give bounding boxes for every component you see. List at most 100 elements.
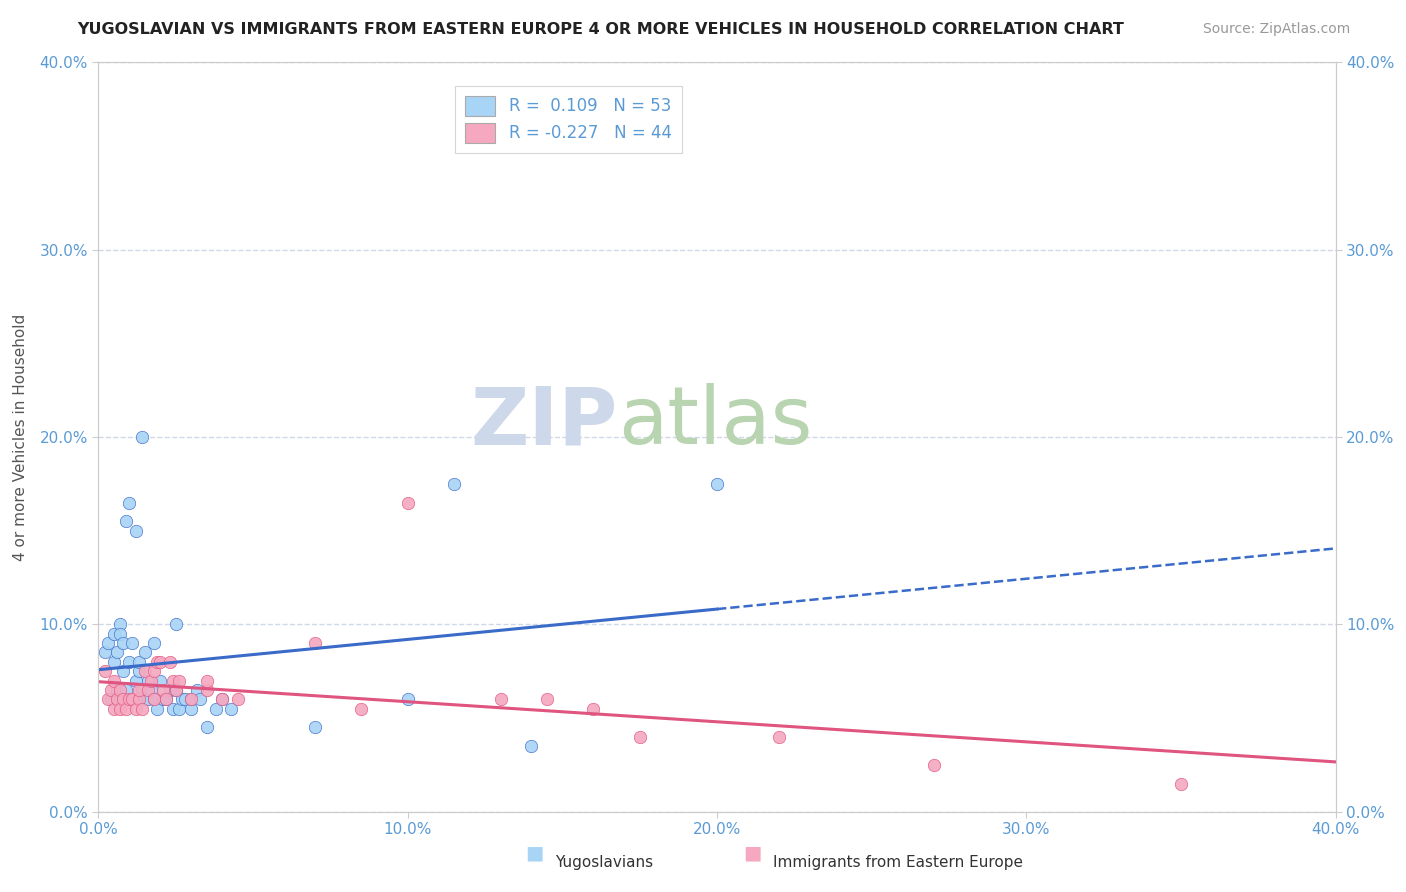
Point bbox=[304, 636, 326, 650]
Point bbox=[146, 701, 169, 715]
Point bbox=[180, 701, 202, 715]
Point bbox=[115, 701, 138, 715]
Point bbox=[97, 636, 120, 650]
Point bbox=[162, 701, 184, 715]
Point bbox=[165, 683, 187, 698]
Point bbox=[143, 636, 166, 650]
Point bbox=[121, 636, 143, 650]
Point bbox=[489, 692, 512, 706]
Point bbox=[124, 673, 146, 688]
Point bbox=[103, 655, 125, 669]
Point bbox=[139, 683, 162, 698]
Point bbox=[105, 646, 128, 660]
Point bbox=[134, 692, 156, 706]
Point bbox=[97, 692, 120, 706]
Point bbox=[162, 673, 184, 688]
Point bbox=[128, 655, 150, 669]
Text: YUGOSLAVIAN VS IMMIGRANTS FROM EASTERN EUROPE 4 OR MORE VEHICLES IN HOUSEHOLD CO: YUGOSLAVIAN VS IMMIGRANTS FROM EASTERN E… bbox=[77, 22, 1125, 37]
Point bbox=[195, 683, 218, 698]
Point bbox=[103, 701, 125, 715]
Text: ZIP: ZIP bbox=[471, 383, 619, 461]
Point bbox=[112, 664, 135, 679]
Point bbox=[100, 692, 122, 706]
Point bbox=[211, 692, 233, 706]
Point bbox=[167, 701, 190, 715]
Point bbox=[128, 683, 150, 698]
Point bbox=[103, 626, 125, 640]
Point bbox=[396, 496, 419, 510]
Point bbox=[115, 683, 138, 698]
Point bbox=[174, 692, 197, 706]
Point bbox=[124, 701, 146, 715]
Point bbox=[118, 655, 141, 669]
Point bbox=[105, 692, 128, 706]
Point bbox=[128, 692, 150, 706]
Point bbox=[520, 739, 543, 753]
Text: atlas: atlas bbox=[619, 383, 813, 461]
Point bbox=[108, 683, 131, 698]
Point bbox=[105, 683, 128, 698]
Point bbox=[124, 524, 146, 538]
Point bbox=[118, 496, 141, 510]
Point bbox=[165, 683, 187, 698]
Point bbox=[195, 673, 218, 688]
Point bbox=[136, 673, 159, 688]
Legend: R =  0.109   N = 53, R = -0.227   N = 44: R = 0.109 N = 53, R = -0.227 N = 44 bbox=[456, 86, 682, 153]
Point bbox=[136, 692, 159, 706]
Point bbox=[205, 701, 228, 715]
Point bbox=[152, 692, 174, 706]
Point bbox=[443, 476, 465, 491]
Point bbox=[159, 655, 181, 669]
Point bbox=[108, 701, 131, 715]
Point bbox=[115, 514, 138, 528]
Y-axis label: 4 or more Vehicles in Household: 4 or more Vehicles in Household bbox=[14, 313, 28, 561]
Point bbox=[149, 655, 172, 669]
Point bbox=[152, 683, 174, 698]
Point bbox=[131, 430, 153, 444]
Point bbox=[128, 664, 150, 679]
Point bbox=[146, 655, 169, 669]
Text: Yugoslavians: Yugoslavians bbox=[555, 855, 654, 870]
Point bbox=[93, 646, 115, 660]
Point bbox=[155, 692, 177, 706]
Point bbox=[628, 730, 651, 744]
Point bbox=[108, 617, 131, 632]
Point bbox=[170, 692, 193, 706]
Point bbox=[103, 673, 125, 688]
Point bbox=[536, 692, 558, 706]
Point bbox=[922, 758, 945, 772]
Point bbox=[139, 673, 162, 688]
Point bbox=[143, 692, 166, 706]
Point bbox=[706, 476, 728, 491]
Point bbox=[195, 721, 218, 735]
Point bbox=[131, 683, 153, 698]
Point bbox=[136, 683, 159, 698]
Point bbox=[165, 617, 187, 632]
Point bbox=[134, 664, 156, 679]
Point bbox=[108, 626, 131, 640]
Point bbox=[167, 673, 190, 688]
Point bbox=[396, 692, 419, 706]
Point bbox=[143, 692, 166, 706]
Point bbox=[768, 730, 790, 744]
Point bbox=[134, 646, 156, 660]
Text: ■: ■ bbox=[742, 844, 762, 863]
Point bbox=[131, 701, 153, 715]
Point bbox=[304, 721, 326, 735]
Text: Source: ZipAtlas.com: Source: ZipAtlas.com bbox=[1202, 22, 1350, 37]
Text: ■: ■ bbox=[524, 844, 544, 863]
Text: Immigrants from Eastern Europe: Immigrants from Eastern Europe bbox=[773, 855, 1024, 870]
Point bbox=[118, 692, 141, 706]
Point bbox=[186, 683, 208, 698]
Point bbox=[226, 692, 249, 706]
Point bbox=[100, 683, 122, 698]
Point bbox=[143, 664, 166, 679]
Point bbox=[155, 692, 177, 706]
Point bbox=[93, 664, 115, 679]
Point bbox=[159, 683, 181, 698]
Point bbox=[190, 692, 212, 706]
Point bbox=[112, 636, 135, 650]
Point bbox=[211, 692, 233, 706]
Point bbox=[350, 701, 373, 715]
Point bbox=[582, 701, 605, 715]
